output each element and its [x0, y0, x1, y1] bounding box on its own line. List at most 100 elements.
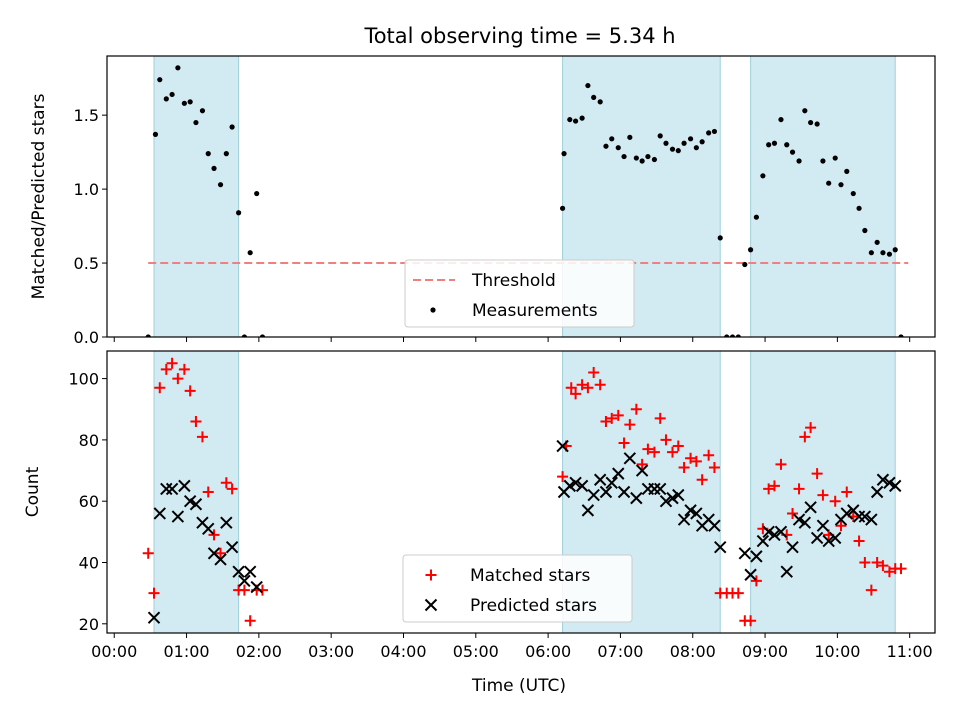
predicted-star-point	[635, 464, 649, 477]
measurement-point	[778, 116, 784, 123]
matched-star-point	[588, 366, 600, 378]
predicted-star-point	[569, 476, 582, 490]
measurement-point	[753, 214, 759, 220]
measurement-point	[145, 334, 151, 337]
matched-star-point	[166, 357, 178, 369]
measurement-point	[766, 142, 772, 148]
predicted-star-point	[852, 510, 866, 523]
count-panel: 20 40 60 80 100 00:00 01:00 02:00 03:00 04:00 05:0…	[23, 350, 936, 696]
x-tick-label: 09:00	[742, 642, 788, 661]
predicted-star-point	[677, 513, 691, 526]
matched-star-point	[184, 385, 196, 397]
matched-star-point	[570, 388, 582, 400]
matched-star-point	[685, 452, 697, 464]
matched-star-point	[648, 446, 660, 458]
predicted-star-point	[243, 565, 257, 578]
predicted-star-point	[858, 510, 872, 523]
matched-star-point	[775, 458, 787, 470]
measurement-point	[675, 148, 681, 154]
measurement-point	[808, 119, 814, 126]
matched-star-point	[594, 379, 606, 391]
matched-star-point	[148, 587, 160, 599]
predicted-star-point	[648, 482, 661, 496]
axes-frame	[106, 55, 936, 338]
measurement-point	[669, 146, 676, 152]
observing-band	[750, 55, 896, 338]
matched-star-point	[732, 587, 744, 599]
ratio-panel: 0.0 0.5 1.0 1.5 Matched/Predicted stars Thres…	[29, 55, 936, 347]
matched-star-point	[196, 431, 208, 443]
matched-star-point	[220, 477, 232, 489]
matched-star-point	[787, 507, 799, 519]
predicted-star-point	[630, 491, 643, 505]
measurement-point	[789, 149, 796, 155]
x-tick-label: 02:00	[236, 642, 282, 661]
matched-star-point	[768, 480, 780, 492]
measurement-point	[567, 116, 573, 123]
measurement-point	[892, 247, 898, 253]
measurement-point	[886, 251, 893, 257]
legend-box	[402, 554, 633, 623]
legend-box	[404, 259, 635, 328]
measurement-point	[651, 156, 658, 163]
predicted-star-point	[708, 519, 721, 532]
predicted-star-point	[623, 452, 637, 465]
matched-star-point	[630, 403, 642, 415]
measurement-point	[609, 136, 615, 142]
matched-star-point	[142, 547, 154, 559]
measurement-point	[247, 250, 253, 256]
measurement-point	[742, 261, 748, 268]
x-tick-label: 03:00	[308, 642, 354, 661]
predicted-star-point	[232, 565, 245, 578]
measurement-point	[211, 165, 217, 171]
matched-star-point	[817, 489, 829, 501]
measurement-point	[175, 65, 181, 71]
x-axis-label: Time (UTC)	[471, 676, 566, 696]
measurement-point	[850, 190, 856, 197]
legend-label: Measurements	[472, 301, 598, 321]
predicted-star-point	[672, 488, 685, 502]
legend-label: Threshold	[471, 271, 556, 291]
predicted-star-point	[786, 540, 799, 554]
legend-measurement-swatch	[430, 307, 436, 313]
chart-title: Total observing time = 5.34 h	[363, 24, 675, 48]
measurement-point	[729, 334, 736, 337]
measurement-point	[687, 136, 694, 142]
predicted-star-point	[744, 568, 757, 581]
matched-star-point	[829, 495, 841, 507]
matched-star-point	[835, 520, 847, 532]
matched-star-point	[696, 474, 708, 486]
predicted-star-point	[690, 507, 703, 520]
measurement-point	[223, 151, 229, 157]
measurement-point	[681, 140, 687, 146]
measurement-point	[152, 131, 159, 137]
predicted-star-point	[883, 476, 896, 490]
predicted-star-point	[870, 485, 884, 499]
predicted-star-point	[587, 488, 600, 502]
matched-star-point	[690, 455, 702, 467]
y-axis-label: Count	[23, 466, 43, 517]
x-tick-label: 11:00	[887, 642, 933, 661]
predicted-star-point	[768, 528, 781, 542]
predicted-star-point	[804, 501, 817, 514]
predicted-star-point	[220, 516, 233, 529]
matched-star-point	[805, 422, 817, 434]
matched-star-point	[215, 547, 227, 559]
measurement-point	[844, 168, 850, 174]
measurement-point	[706, 130, 712, 136]
predicted-star-point	[876, 473, 890, 486]
matched-star-point	[841, 486, 853, 498]
matched-star-point	[865, 584, 877, 596]
predicted-star-point	[762, 525, 775, 539]
matched-star-point	[672, 440, 684, 452]
predicted-star-point	[202, 522, 215, 535]
measurement-point	[639, 158, 645, 164]
measurement-point	[832, 155, 838, 161]
predicted-star-point	[593, 473, 607, 486]
legend-label: Matched stars	[470, 566, 590, 586]
x-tick-label: 06:00	[525, 642, 571, 661]
matched-star-point	[582, 382, 594, 394]
predicted-star-point	[738, 547, 752, 560]
predicted-star-point	[840, 507, 853, 520]
